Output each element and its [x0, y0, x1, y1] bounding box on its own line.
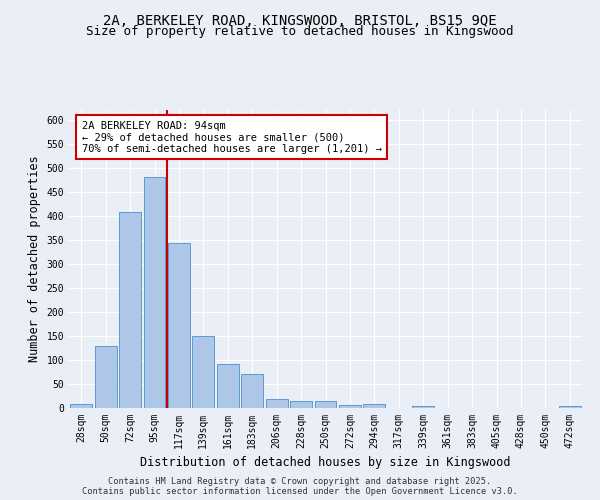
Text: 2A, BERKELEY ROAD, KINGSWOOD, BRISTOL, BS15 9QE: 2A, BERKELEY ROAD, KINGSWOOD, BRISTOL, B… [103, 14, 497, 28]
Bar [193, 336, 214, 407]
Bar [364, 404, 385, 407]
Y-axis label: Number of detached properties: Number of detached properties [28, 156, 41, 362]
Bar [119, 212, 141, 408]
Bar [143, 176, 166, 408]
Bar [95, 346, 116, 408]
Bar [168, 244, 190, 408]
X-axis label: Distribution of detached houses by size in Kingswood: Distribution of detached houses by size … [140, 456, 511, 469]
Bar [70, 404, 92, 407]
Text: Size of property relative to detached houses in Kingswood: Size of property relative to detached ho… [86, 25, 514, 38]
Bar [412, 406, 434, 407]
Text: Contains HM Land Registry data © Crown copyright and database right 2025.
Contai: Contains HM Land Registry data © Crown c… [82, 476, 518, 496]
Text: 2A BERKELEY ROAD: 94sqm
← 29% of detached houses are smaller (500)
70% of semi-d: 2A BERKELEY ROAD: 94sqm ← 29% of detache… [82, 120, 382, 154]
Bar [339, 404, 361, 407]
Bar [314, 402, 337, 407]
Bar [559, 406, 581, 407]
Bar [266, 399, 287, 407]
Bar [241, 374, 263, 408]
Bar [290, 402, 312, 407]
Bar [217, 364, 239, 408]
